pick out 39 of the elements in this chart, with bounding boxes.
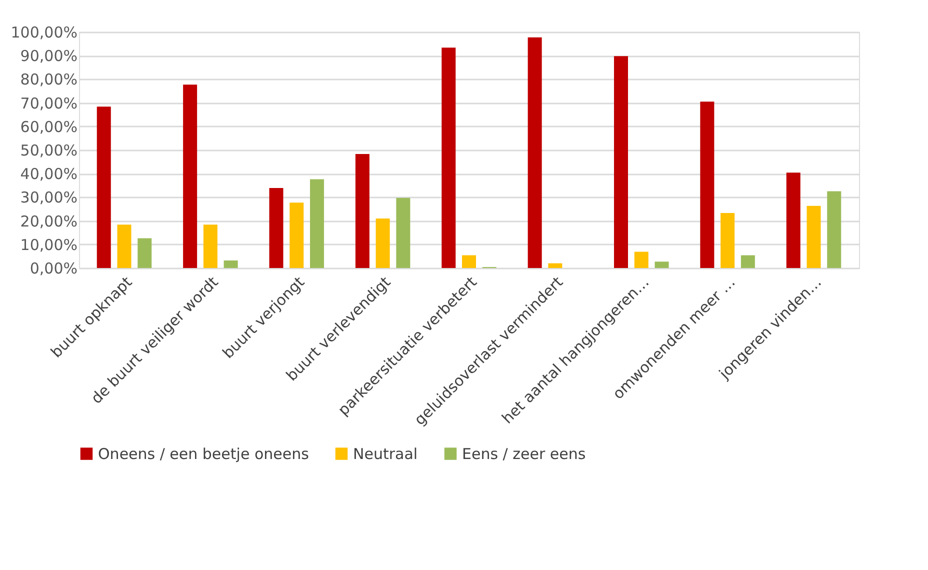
bar: [310, 179, 324, 268]
bar: [740, 255, 755, 268]
bar: [355, 154, 370, 268]
legend-label: Oneens / een beetje oneens: [98, 444, 310, 463]
y-tick-label: 100,00%: [10, 24, 78, 42]
legend-label: Neutraal: [353, 444, 418, 463]
bar: [442, 48, 456, 268]
bar: [269, 188, 284, 268]
y-tick-label: 80,00%: [20, 70, 78, 89]
bar: [827, 191, 842, 268]
y-tick-label: 40,00%: [20, 165, 78, 184]
bar: [548, 263, 562, 268]
bar: [700, 102, 714, 268]
y-tick-label: 10,00%: [20, 236, 78, 254]
legend-label: Eens / zeer eens: [462, 444, 586, 463]
bar: [528, 37, 542, 268]
bar: [96, 106, 111, 268]
bar: [654, 262, 669, 268]
bar: [396, 198, 410, 268]
bar: [462, 255, 476, 268]
bar: [138, 238, 152, 268]
bar: [376, 218, 390, 268]
y-tick-label: 90,00%: [20, 47, 78, 66]
y-tick-label: 70,00%: [20, 94, 78, 112]
bar: [634, 252, 648, 268]
bar: [614, 56, 628, 268]
bar: [786, 172, 800, 268]
y-tick-label: 0,00%: [30, 260, 78, 278]
y-tick-label: 20,00%: [20, 212, 78, 230]
bar: [117, 224, 132, 268]
y-tick-label: 30,00%: [20, 188, 78, 207]
y-tick-label: 60,00%: [20, 118, 78, 136]
bar: [203, 224, 218, 268]
bar: [720, 213, 735, 268]
y-tick-label: 50,00%: [20, 142, 78, 160]
bar: [806, 206, 821, 268]
bar: [224, 260, 238, 268]
bar: [290, 202, 304, 268]
bar: [183, 84, 198, 268]
